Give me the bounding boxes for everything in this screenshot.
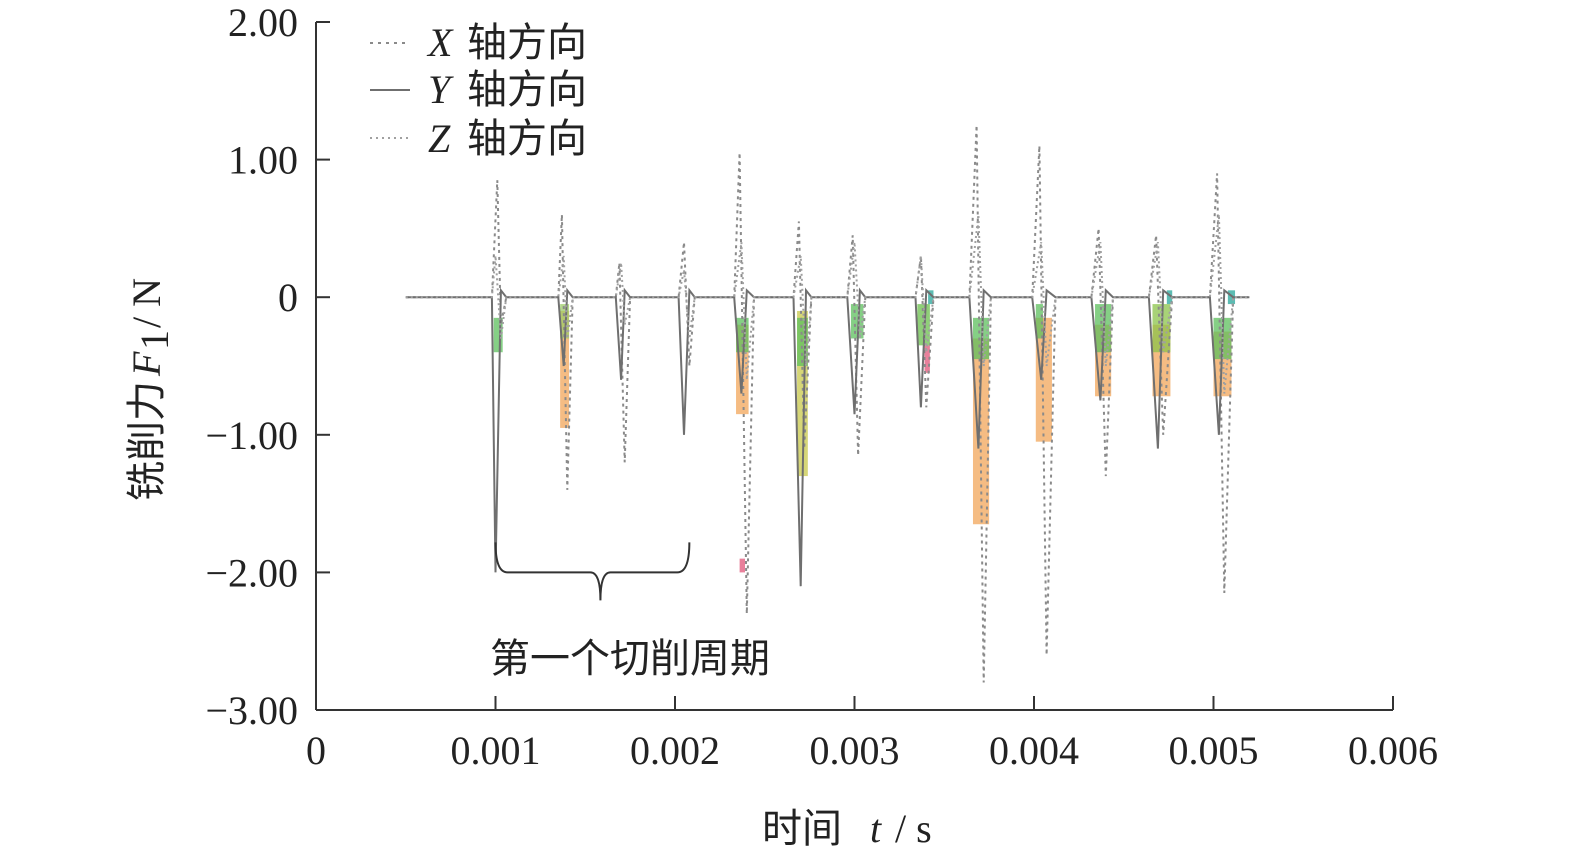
- y-tick-label: 2.00: [228, 0, 298, 45]
- x-axis-label-unit: / s: [895, 806, 932, 851]
- legend-item-z: Z 轴方向: [370, 116, 587, 162]
- highlight-band: [1166, 290, 1173, 305]
- legend-text-z: 轴方向: [467, 116, 587, 162]
- legend-text-x: 轴方向: [467, 20, 587, 66]
- highlight-band: [739, 558, 746, 573]
- legend-item-y: Y 轴方向: [370, 67, 587, 113]
- y-axis-label: 铣削力 F 1 / N: [124, 278, 177, 501]
- x-tick-label: 0.003: [810, 728, 900, 773]
- y-tick-label: −2.00: [205, 550, 298, 595]
- annotation: 第一个切削周期: [490, 542, 770, 682]
- legend-var-y: Y: [428, 67, 454, 112]
- legend-var-z: Z: [428, 116, 451, 161]
- legend-text-y: 轴方向: [467, 67, 587, 113]
- series-line: [405, 125, 1250, 683]
- series-line: [405, 287, 1250, 587]
- y-tick-label: 1.00: [228, 138, 298, 183]
- highlight-band: [924, 345, 930, 373]
- highlight-band: [797, 310, 808, 477]
- highlight-band: [797, 317, 808, 366]
- annotation-bracket: [494, 542, 691, 601]
- x-ticks: 0 0.001 0.002 0.003 0.004 0.005 0.006: [306, 696, 1438, 773]
- x-tick-label: 0.002: [630, 728, 720, 773]
- highlight-band: [972, 317, 990, 360]
- x-tick-label: 0: [306, 728, 326, 773]
- legend-var-x: X: [426, 20, 454, 65]
- y-tick-label: −1.00: [205, 413, 298, 458]
- x-axis-label-var: t: [870, 806, 882, 851]
- highlight-band: [493, 317, 503, 353]
- highlight-band: [928, 290, 934, 305]
- legend: X 轴方向 Y 轴方向 Z 轴方向: [370, 20, 587, 162]
- x-tick-label: 0.001: [451, 728, 541, 773]
- highlight-band: [1227, 290, 1236, 305]
- annotation-label: 第一个切削周期: [490, 636, 770, 682]
- y-axis-label-prefix: 铣削力: [124, 381, 170, 501]
- series-line: [405, 214, 1250, 394]
- highlight-band: [1035, 317, 1052, 442]
- y-axis-label-var: F: [124, 351, 169, 377]
- legend-item-x: X 轴方向: [370, 20, 587, 66]
- x-tick-label: 0.004: [989, 728, 1079, 773]
- x-tick-label: 0.005: [1169, 728, 1259, 773]
- series-layer: [405, 125, 1250, 683]
- y-axis-label-unit: / N: [124, 278, 169, 328]
- y-ticks: 2.00 1.00 0 −1.00 −2.00 −3.00: [205, 0, 330, 733]
- x-tick-label: 0.006: [1348, 728, 1438, 773]
- y-tick-label: −3.00: [205, 688, 298, 733]
- y-tick-label: 0: [278, 275, 298, 320]
- y-axis-label-sub: 1: [132, 330, 177, 350]
- x-axis-label: 时间 t / s: [762, 806, 932, 852]
- highlight-band: [1035, 304, 1043, 339]
- x-axis-label-prefix: 时间: [762, 806, 842, 852]
